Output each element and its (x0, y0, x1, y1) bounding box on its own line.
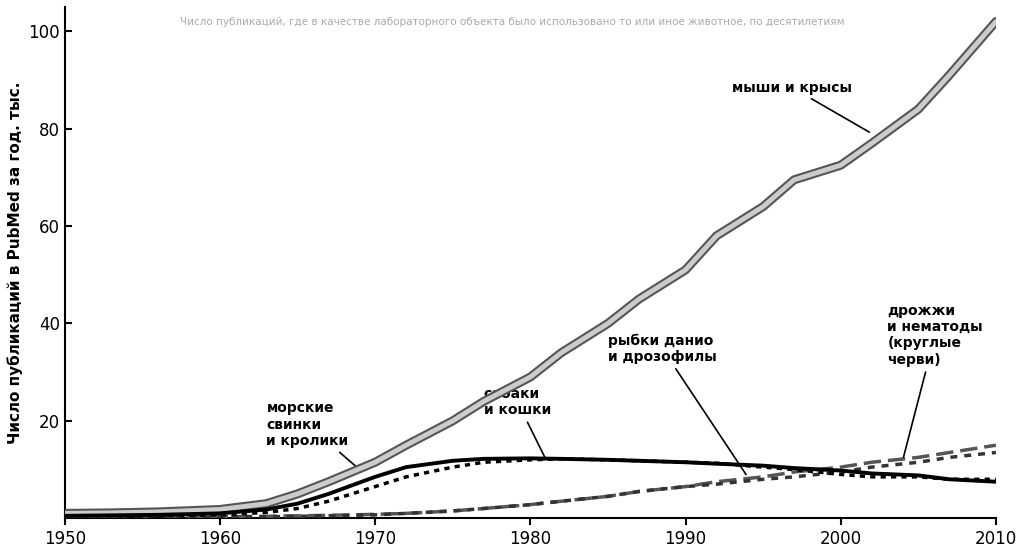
Text: рыбки данио
и дрозофилы: рыбки данио и дрозофилы (608, 333, 746, 475)
Text: Число публикаций, где в качестве лабораторного объекта было использовано то или : Число публикаций, где в качестве лаборат… (180, 17, 844, 27)
Text: собаки
и кошки: собаки и кошки (483, 387, 551, 457)
Text: мыши и крысы: мыши и крысы (732, 80, 869, 132)
Text: морские
свинки
и кролики: морские свинки и кролики (266, 401, 357, 468)
Text: дрожжи
и нематоды
(круглые
черви): дрожжи и нематоды (круглые черви) (887, 304, 983, 457)
Y-axis label: Число публикаций в PubMed за год. тыс.: Число публикаций в PubMed за год. тыс. (7, 82, 23, 444)
